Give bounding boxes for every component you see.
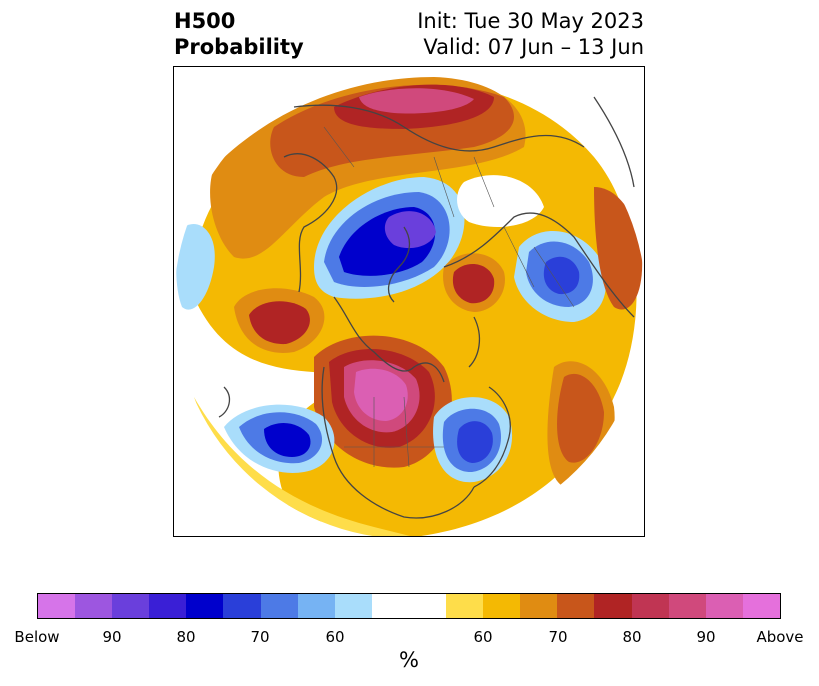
colorbar-label-below-70: 70 [250, 628, 270, 646]
colorbar-segment [223, 594, 261, 618]
probability-field [174, 67, 644, 536]
colorbar-segment [75, 594, 113, 618]
colorbar-label-below-80: 80 [176, 628, 196, 646]
init-date: Init: Tue 30 May 2023 [417, 9, 644, 33]
colorbar-label-above-60: 60 [473, 628, 493, 646]
map-dates: Init: Tue 30 May 2023 Valid: 07 Jun – 13… [417, 8, 644, 60]
map-title: H500 Probability [174, 8, 304, 60]
colorbar-label-above-90: 90 [696, 628, 716, 646]
coastlines [218, 96, 635, 519]
map-canvas [174, 67, 644, 536]
colorbar-segment [557, 594, 595, 618]
colorbar-segment [520, 594, 558, 618]
colorbar [37, 593, 781, 619]
colorbar-label-below-90: 90 [102, 628, 122, 646]
colorbar-segment [297, 594, 335, 618]
colorbar-segment [334, 594, 372, 618]
colorbar-segment [594, 594, 632, 618]
borders [323, 126, 575, 468]
colorbar-label-below: Below [14, 628, 60, 646]
colorbar-segment [149, 594, 187, 618]
colorbar-label-below-60: 60 [325, 628, 345, 646]
colorbar-segment [371, 594, 409, 618]
colorbar-segment [446, 594, 484, 618]
title-product: Probability [174, 35, 304, 59]
colorbar-segment [260, 594, 298, 618]
colorbar-label-above-80: 80 [622, 628, 642, 646]
title-variable: H500 [174, 9, 236, 33]
colorbar-segment [631, 594, 669, 618]
colorbar-segment [112, 594, 150, 618]
colorbar-segment [38, 594, 76, 618]
colorbar-label-above: Above [756, 628, 804, 646]
colorbar-segment [705, 594, 743, 618]
colorbar-segment [186, 594, 224, 618]
colorbar-segment [668, 594, 706, 618]
valid-period: Valid: 07 Jun – 13 Jun [423, 35, 644, 59]
colorbar-segment [408, 594, 447, 618]
colorbar-segment [483, 594, 521, 618]
colorbar-unit: % [399, 648, 419, 672]
colorbar-segment [742, 594, 780, 618]
probability-map [173, 66, 645, 537]
colorbar-label-above-70: 70 [548, 628, 568, 646]
